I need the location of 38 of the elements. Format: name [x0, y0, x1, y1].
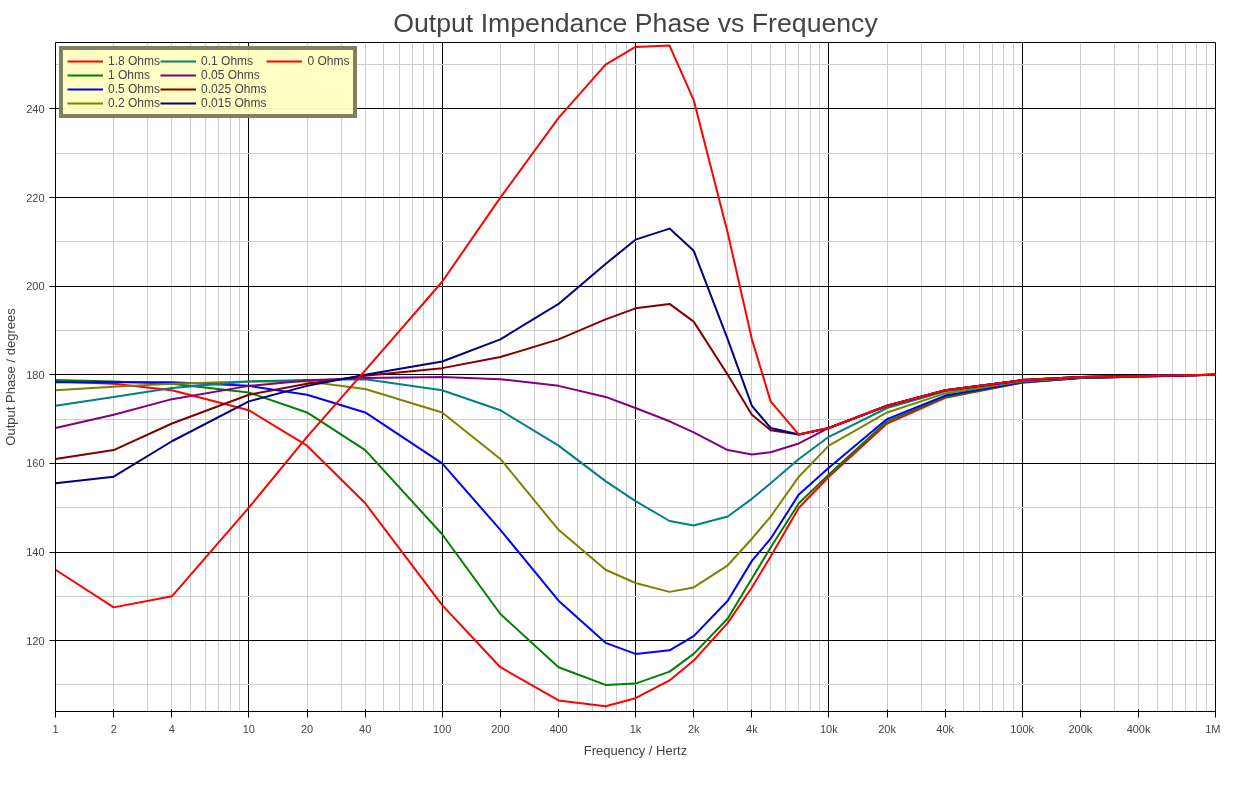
- x-tick-label: 2: [110, 722, 117, 735]
- y-tick-label: 120: [26, 634, 45, 647]
- x-tick-label: 100k: [1010, 722, 1035, 735]
- x-tick-label: 20: [300, 722, 314, 735]
- legend-label: 0.025 Ohms: [201, 82, 267, 96]
- y-tick-label: 240: [26, 102, 45, 115]
- x-tick-label: 4: [168, 722, 175, 735]
- x-tick-label: 1: [52, 722, 59, 735]
- y-tick-label: 140: [26, 546, 45, 558]
- x-tick-label: 20k: [878, 722, 897, 735]
- legend-label: 0.1 Ohms: [201, 54, 254, 68]
- x-tick-label: 1k: [629, 722, 642, 735]
- legend-label: 0.2 Ohms: [108, 96, 161, 110]
- legend-label: 0.5 Ohms: [108, 82, 161, 96]
- legend-label: 0.015 Ohms: [201, 96, 267, 110]
- x-tick-label: 40: [359, 722, 372, 735]
- y-tick-label: 180: [26, 368, 45, 381]
- x-tick-label: 100: [432, 722, 452, 735]
- y-tick-label: 160: [26, 457, 45, 470]
- y-axis-title: Output Phase / degrees: [3, 307, 19, 446]
- x-tick-label: 1M: [1205, 722, 1221, 735]
- x-tick-label: 200k: [1068, 722, 1093, 735]
- chart-title: Output Impendance Phase vs Frequency: [393, 7, 879, 38]
- x-axis-title: Frequency / Hertz: [583, 742, 688, 758]
- legend-label: 1 Ohms: [108, 68, 151, 82]
- x-tick-label: 10k: [819, 722, 839, 735]
- y-tick-label: 220: [26, 191, 45, 204]
- legend-label: 0 Ohms: [307, 54, 350, 68]
- legend-label: 0.05 Ohms: [201, 68, 260, 82]
- legend-label: 1.8 Ohms: [108, 54, 161, 68]
- x-tick-label: 10: [242, 722, 255, 735]
- x-tick-label: 4k: [746, 722, 759, 735]
- y-tick-label: 200: [26, 280, 45, 293]
- x-tick-label: 200: [491, 722, 510, 735]
- x-tick-label: 40k: [936, 722, 955, 735]
- x-tick-label: 400: [549, 722, 568, 735]
- x-tick-label: 2k: [687, 722, 701, 735]
- x-tick-label: 400k: [1126, 722, 1151, 735]
